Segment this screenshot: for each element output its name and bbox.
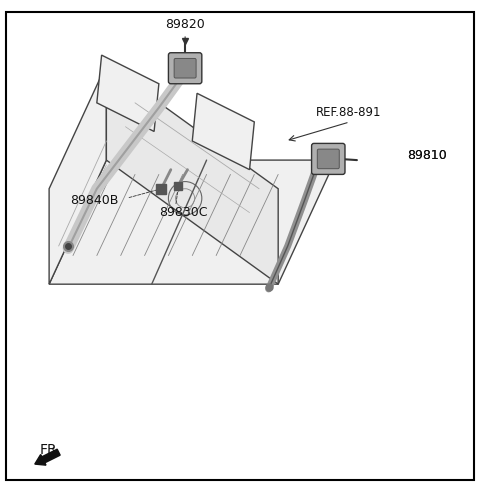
FancyBboxPatch shape xyxy=(317,149,339,169)
Text: 89820: 89820 xyxy=(165,18,205,52)
Polygon shape xyxy=(107,64,278,284)
FancyBboxPatch shape xyxy=(174,59,196,78)
FancyBboxPatch shape xyxy=(312,143,345,175)
Text: 89830C: 89830C xyxy=(159,206,207,219)
Text: FR.: FR. xyxy=(39,443,61,457)
Text: 89810: 89810 xyxy=(407,149,447,162)
Text: 89840B: 89840B xyxy=(70,194,118,207)
Text: REF.88-891: REF.88-891 xyxy=(316,106,382,119)
Polygon shape xyxy=(49,160,336,284)
Text: 89810: 89810 xyxy=(407,149,447,162)
FancyBboxPatch shape xyxy=(168,53,202,84)
Polygon shape xyxy=(49,64,107,284)
FancyArrow shape xyxy=(35,449,60,465)
Polygon shape xyxy=(192,93,254,170)
Polygon shape xyxy=(97,55,159,131)
